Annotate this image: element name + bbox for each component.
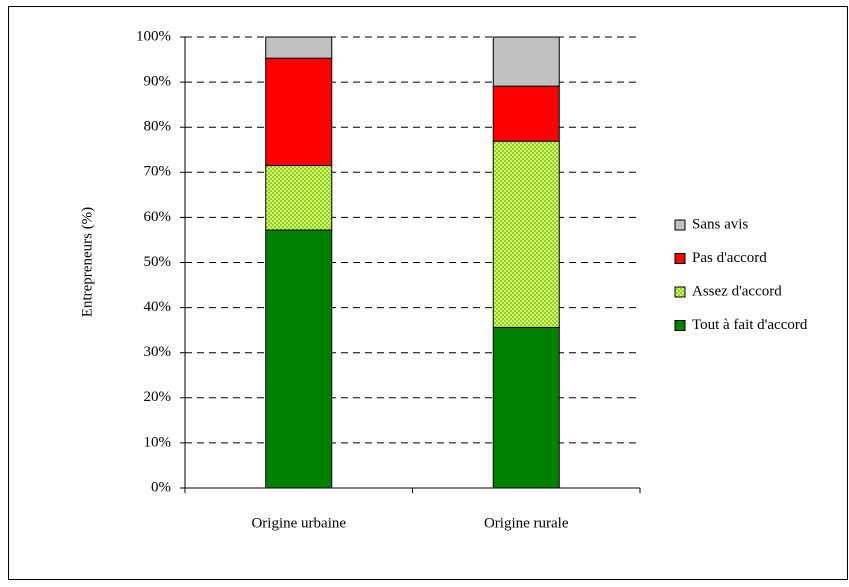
- legend-swatch: [674, 253, 686, 264]
- bar-segment: [265, 229, 333, 489]
- y-tick-label: 0%: [151, 479, 171, 495]
- y-tick-label: 80%: [144, 119, 172, 135]
- y-tick-label: 90%: [144, 74, 172, 90]
- y-tick-label: 40%: [144, 299, 172, 315]
- y-tick-label: 10%: [144, 434, 172, 450]
- y-tick-label: 20%: [144, 389, 172, 405]
- legend-label: Tout à fait d'accord: [692, 317, 808, 333]
- y-tick-label: 30%: [144, 344, 172, 360]
- y-tick-label: 70%: [144, 164, 172, 180]
- chart-border: [8, 6, 848, 580]
- bar-segment: [265, 165, 333, 231]
- bar-segment: [492, 326, 560, 489]
- y-tick-label: 60%: [144, 209, 172, 225]
- bar-segment: [492, 36, 560, 87]
- bar-segment: [492, 85, 560, 142]
- legend-swatch: [674, 320, 686, 331]
- y-tick-label: 100%: [136, 28, 171, 44]
- legend-label: Assez d'accord: [692, 283, 782, 299]
- legend-label: Sans avis: [692, 216, 748, 232]
- y-tick-label: 50%: [144, 254, 172, 270]
- legend-swatch: [674, 219, 686, 231]
- bar-segment: [265, 36, 333, 59]
- y-axis-label: Entrepreneurs (%): [79, 207, 95, 317]
- bar-segment: [492, 140, 560, 328]
- x-tick-label: Origine rurale: [484, 515, 569, 531]
- legend-label: Pas d'accord: [692, 250, 767, 266]
- legend-swatch: [674, 286, 686, 298]
- x-tick-label: Origine urbaine: [251, 515, 346, 531]
- bar-segment: [265, 57, 333, 167]
